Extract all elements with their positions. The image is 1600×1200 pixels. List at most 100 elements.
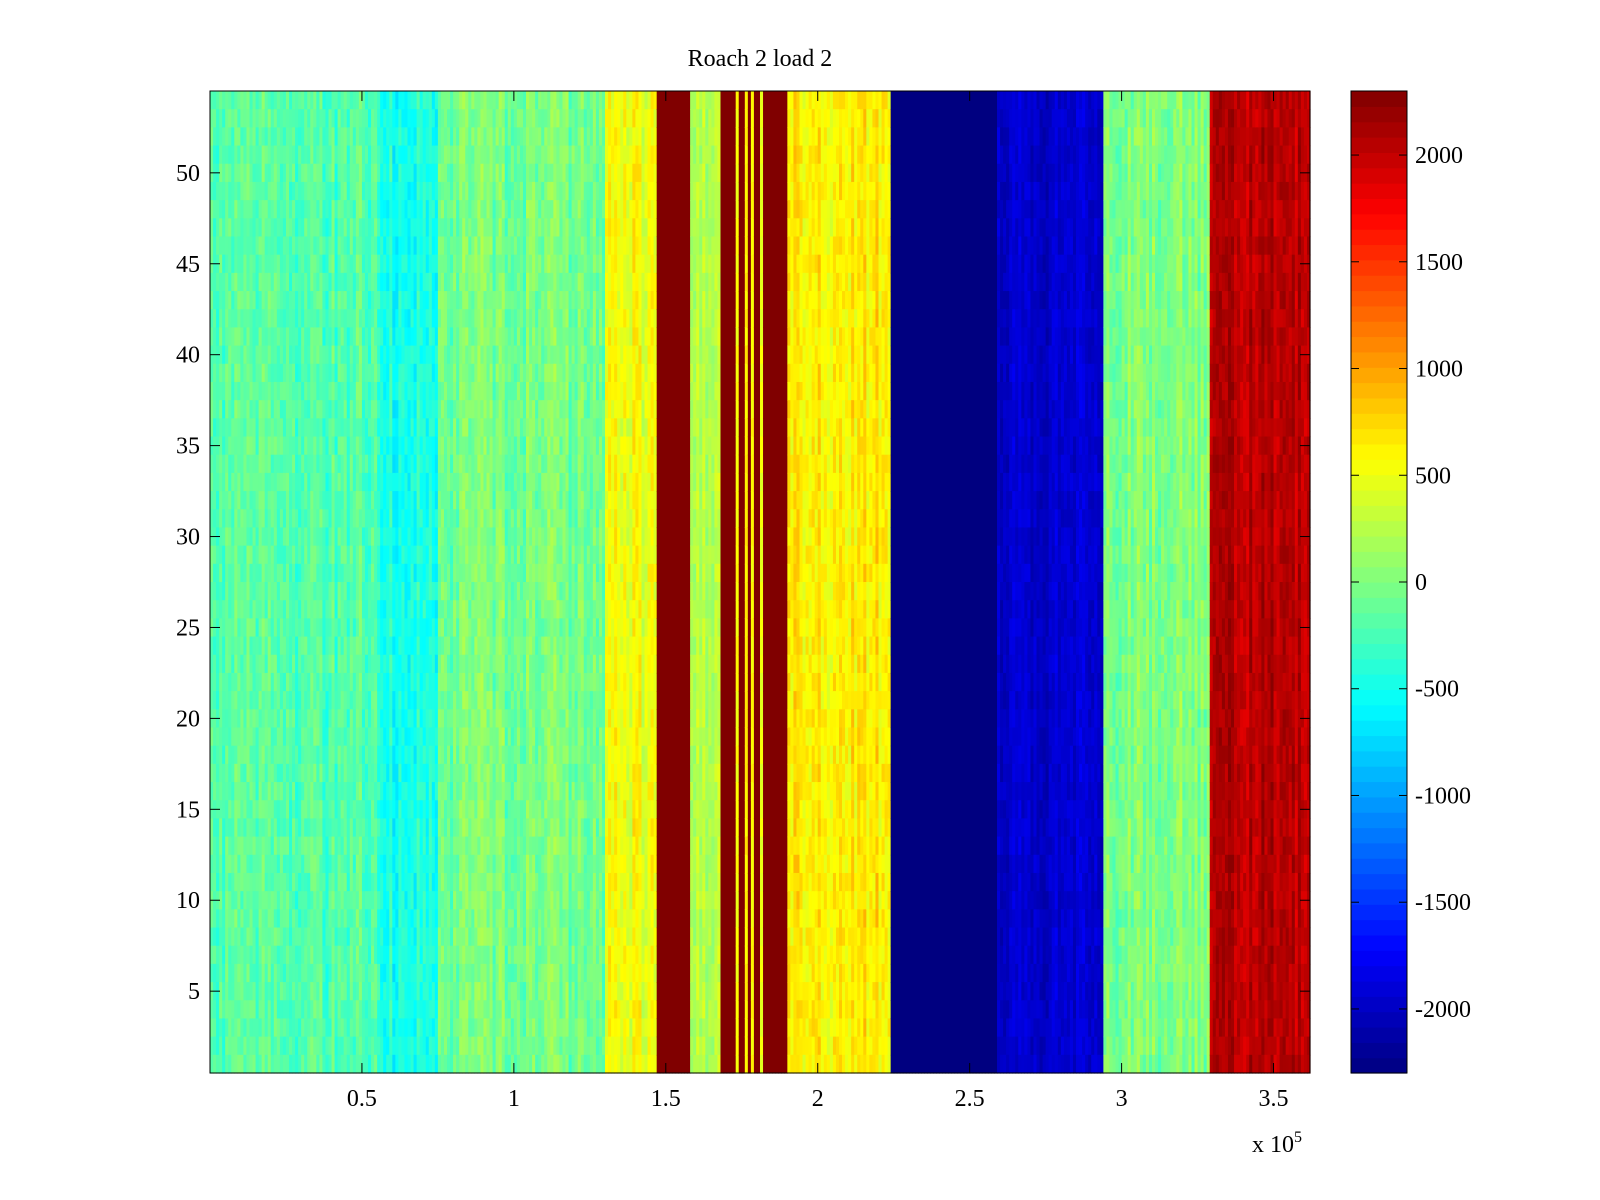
heatmap-cell: [270, 491, 275, 510]
heatmap-cell: [310, 727, 314, 747]
heatmap-cell: [304, 436, 308, 456]
heatmap-cell: [210, 818, 214, 838]
heatmap-cell: [270, 254, 275, 274]
heatmap-cell: [252, 509, 257, 529]
heatmap-cell: [255, 491, 260, 510]
heatmap-cell: [267, 254, 272, 274]
heatmap-cell: [234, 345, 238, 365]
heatmap-cell: [270, 381, 275, 401]
heatmap-cell: [328, 272, 333, 292]
heatmap-cell: [282, 454, 287, 474]
heatmap-cell: [234, 381, 238, 401]
heatmap-cell: [307, 436, 311, 456]
heatmap-cell: [304, 309, 308, 329]
heatmap-cell: [289, 563, 293, 583]
heatmap-cell: [279, 327, 284, 347]
heatmap-cell: [246, 109, 251, 128]
heatmap-cell: [325, 854, 330, 874]
heatmap-cell: [276, 291, 281, 310]
heatmap-cell: [237, 727, 241, 747]
heatmap-cell: [304, 927, 308, 947]
heatmap-cell: [243, 436, 248, 456]
heatmap-cell: [237, 509, 241, 529]
heatmap-cell: [331, 691, 336, 710]
heatmap-cell: [213, 836, 217, 856]
heatmap-cell: [313, 600, 317, 619]
heatmap-cell: [240, 727, 245, 747]
heatmap-cell: [310, 909, 314, 929]
heatmap-cell: [292, 1000, 296, 1020]
heatmap-cell: [237, 1018, 241, 1038]
heatmap-cell: [325, 218, 330, 238]
heatmap-cell: [292, 854, 296, 874]
heatmap-cell: [219, 254, 223, 274]
heatmap-cell: [270, 181, 275, 201]
heatmap-cell: [258, 200, 263, 219]
heatmap-cell: [261, 236, 266, 256]
heatmap-cell: [322, 291, 327, 310]
heatmap-cell: [243, 163, 248, 183]
heatmap-cell: [255, 782, 260, 801]
heatmap-cell: [304, 491, 308, 510]
heatmap-cell: [264, 909, 269, 929]
heatmap-cell: [301, 691, 305, 710]
heatmap-cell: [210, 327, 214, 347]
heatmap-cell: [210, 1036, 214, 1056]
heatmap-cell: [307, 782, 311, 801]
heatmap-cell: [216, 963, 220, 983]
heatmap-cell: [307, 109, 311, 128]
heatmap-cell: [243, 727, 248, 747]
heatmap-cell: [285, 381, 290, 401]
heatmap-cell: [325, 782, 330, 801]
heatmap-cell: [219, 854, 223, 874]
heatmap-cell: [267, 181, 272, 201]
heatmap-cell: [270, 363, 275, 383]
heatmap-cell: [252, 563, 257, 583]
heatmap-cell: [279, 1000, 284, 1020]
heatmap-cell: [213, 636, 217, 656]
heatmap-cell: [310, 109, 314, 128]
heatmap-cell: [216, 381, 220, 401]
heatmap-cell: [298, 1018, 302, 1038]
heatmap-cell: [219, 236, 223, 256]
heatmap-cell: [267, 272, 272, 292]
heatmap-cell: [301, 127, 305, 147]
heatmap-cell: [273, 454, 278, 474]
heatmap-cell: [243, 854, 248, 874]
heatmap-cell: [255, 1054, 260, 1074]
heatmap-cell: [310, 745, 314, 765]
heatmap-cell: [273, 545, 278, 565]
heatmap-cell: [225, 363, 229, 383]
heatmap-cell: [285, 127, 290, 147]
heatmap-cell: [225, 672, 229, 692]
heatmap-cell: [295, 891, 299, 910]
heatmap-cell: [243, 1054, 248, 1074]
heatmap-cell: [295, 236, 299, 256]
heatmap-cell: [225, 836, 229, 856]
heatmap-cell: [255, 854, 260, 874]
heatmap-cell: [237, 782, 241, 801]
heatmap-cell: [301, 1000, 305, 1020]
heatmap-cell: [331, 200, 336, 219]
heatmap-cell: [219, 963, 223, 983]
heatmap-cell: [237, 218, 241, 238]
heatmap-cell: [322, 709, 327, 729]
heatmap-cell: [328, 945, 333, 965]
heatmap-cell: [310, 200, 314, 219]
heatmap-cell: [219, 836, 223, 856]
heatmap-cell: [258, 527, 263, 547]
heatmap-cell: [222, 927, 226, 947]
heatmap-cell: [292, 454, 296, 474]
heatmap-cell: [252, 381, 257, 401]
heatmap-cell: [298, 563, 302, 583]
heatmap-cell: [267, 1036, 272, 1056]
heatmap-cell: [273, 927, 278, 947]
heatmap-cell: [285, 963, 290, 983]
heatmap-cell: [319, 309, 324, 329]
heatmap-cell: [325, 600, 330, 619]
heatmap-cell: [213, 1054, 217, 1074]
heatmap-cell: [210, 1054, 214, 1074]
heatmap-cell: [298, 582, 302, 601]
heatmap-cell: [279, 872, 284, 892]
heatmap-cell: [258, 927, 263, 947]
